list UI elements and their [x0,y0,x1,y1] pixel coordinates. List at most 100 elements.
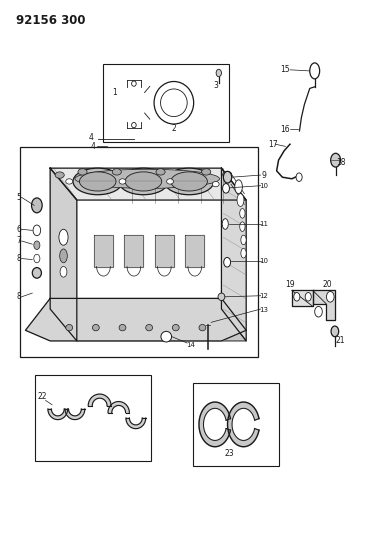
Text: 9: 9 [262,171,267,180]
Ellipse shape [164,168,214,195]
Ellipse shape [171,172,207,191]
Ellipse shape [160,89,187,117]
Ellipse shape [59,229,68,245]
Ellipse shape [223,183,230,193]
Ellipse shape [331,326,339,337]
Text: 16: 16 [281,125,290,134]
Ellipse shape [156,168,165,175]
Text: 21: 21 [336,336,345,345]
Bar [193,383,278,466]
Text: 7: 7 [16,237,21,246]
Bar [20,147,257,357]
Ellipse shape [112,168,121,175]
Text: 22: 22 [38,392,47,401]
Ellipse shape [331,154,341,167]
Ellipse shape [161,332,172,342]
Polygon shape [65,409,85,419]
Ellipse shape [222,219,228,229]
Polygon shape [222,168,246,341]
Ellipse shape [73,168,123,195]
Text: 13: 13 [260,307,269,313]
Polygon shape [48,409,68,419]
Polygon shape [50,309,246,341]
Ellipse shape [92,325,99,331]
Text: 8: 8 [16,254,21,263]
Ellipse shape [154,82,194,124]
Text: 5: 5 [16,193,21,202]
Ellipse shape [119,168,168,195]
Ellipse shape [33,225,40,236]
Polygon shape [94,235,113,266]
Ellipse shape [55,172,64,178]
Ellipse shape [294,293,300,301]
Ellipse shape [32,268,41,278]
Ellipse shape [327,292,334,302]
Ellipse shape [60,266,67,277]
Ellipse shape [240,222,245,231]
Ellipse shape [199,325,206,331]
Ellipse shape [75,169,220,188]
Ellipse shape [167,179,173,184]
Ellipse shape [66,325,73,331]
Ellipse shape [216,69,222,77]
Bar [104,64,229,142]
Ellipse shape [66,179,73,184]
Ellipse shape [34,241,40,249]
Ellipse shape [125,172,162,191]
Ellipse shape [296,173,302,181]
Ellipse shape [146,325,152,331]
Polygon shape [228,402,259,447]
Text: 17: 17 [268,140,278,149]
Ellipse shape [240,208,245,218]
Text: 92156 300: 92156 300 [16,14,86,27]
Ellipse shape [32,198,42,213]
Text: 3: 3 [213,81,218,90]
Polygon shape [50,168,77,341]
Ellipse shape [224,257,231,267]
Ellipse shape [223,171,232,177]
Ellipse shape [235,180,243,193]
Polygon shape [108,401,129,413]
Ellipse shape [202,168,211,175]
Ellipse shape [241,248,246,258]
Text: 15: 15 [281,66,290,74]
Text: 4: 4 [89,133,94,142]
Text: 6: 6 [16,225,21,234]
Text: 23: 23 [224,449,234,458]
Ellipse shape [218,293,225,301]
Text: 10: 10 [260,183,269,189]
Text: 18: 18 [337,158,346,167]
Polygon shape [185,235,204,266]
Polygon shape [26,298,246,341]
Polygon shape [126,418,146,429]
Ellipse shape [34,254,40,263]
Ellipse shape [241,235,246,245]
Polygon shape [125,235,143,266]
Ellipse shape [237,193,244,206]
Ellipse shape [305,293,311,301]
Ellipse shape [172,325,179,331]
Ellipse shape [315,306,322,317]
Polygon shape [199,402,230,447]
Polygon shape [155,235,174,266]
Text: 10: 10 [260,258,269,264]
Ellipse shape [79,172,116,191]
Text: 4: 4 [90,142,95,151]
Text: 12: 12 [260,293,269,298]
Ellipse shape [78,168,87,175]
Text: 11: 11 [260,221,269,227]
Text: 19: 19 [285,280,295,289]
Text: 1: 1 [113,87,117,96]
Ellipse shape [132,81,136,86]
Text: 20: 20 [322,279,332,288]
Polygon shape [88,394,111,406]
Bar [35,375,151,461]
Ellipse shape [60,249,67,263]
Ellipse shape [223,171,232,183]
Ellipse shape [310,63,320,79]
Polygon shape [292,290,313,306]
Text: 2: 2 [172,124,176,133]
Ellipse shape [119,325,126,331]
Ellipse shape [119,179,126,184]
Ellipse shape [212,181,219,187]
